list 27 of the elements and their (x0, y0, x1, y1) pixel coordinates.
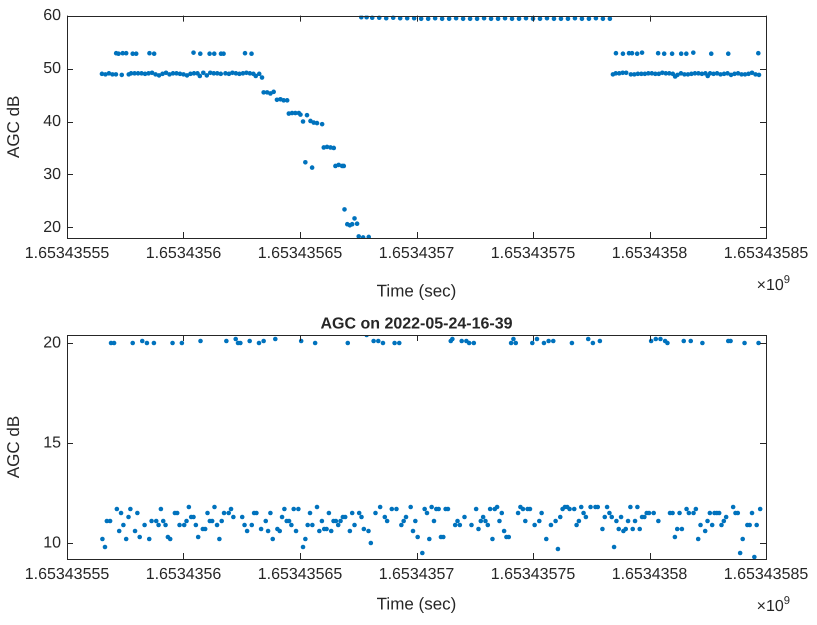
x-tick-label: 1.65343565 (258, 566, 342, 584)
y-axis-title: AGC dB (4, 96, 23, 158)
x-tick-label: 1.6534358 (612, 566, 688, 584)
y-tick-label: 30 (43, 166, 62, 183)
x-tick-label: 1.65343585 (724, 245, 808, 262)
y-axis-title: AGC dB (4, 416, 23, 478)
x-tick-label: 1.6534356 (146, 245, 222, 262)
x-tick-label: 1.65343575 (490, 566, 576, 584)
x-tick-label: 1.65343555 (24, 566, 110, 584)
x-tick-label: 1.6534356 (146, 566, 222, 584)
y-tick-label: 10 (43, 534, 62, 552)
x-tick-label: 1.65343575 (490, 245, 576, 262)
chart-title: AGC on 2022-05-24-16-39 (320, 315, 513, 332)
x-tick-label: 1.6534357 (378, 566, 454, 584)
y-tick-label: 15 (43, 434, 62, 452)
x-tick-label: 1.65343565 (258, 245, 342, 262)
x-tick-label: 1.65343555 (24, 245, 110, 262)
y-tick-label: 20 (43, 334, 62, 352)
y-tick-label: 50 (43, 60, 62, 77)
x-tick-label: 1.6534358 (612, 245, 688, 262)
y-tick-label: 60 (43, 7, 62, 24)
x-tick-label: 1.6534357 (378, 245, 454, 262)
y-tick-label: 40 (43, 112, 62, 130)
x-axis-title: Time (sec) (376, 281, 456, 300)
y-tick-label: 20 (43, 218, 62, 236)
x-axis-title: Time (sec) (376, 594, 456, 614)
x-tick-label: 1.65343585 (724, 566, 808, 584)
